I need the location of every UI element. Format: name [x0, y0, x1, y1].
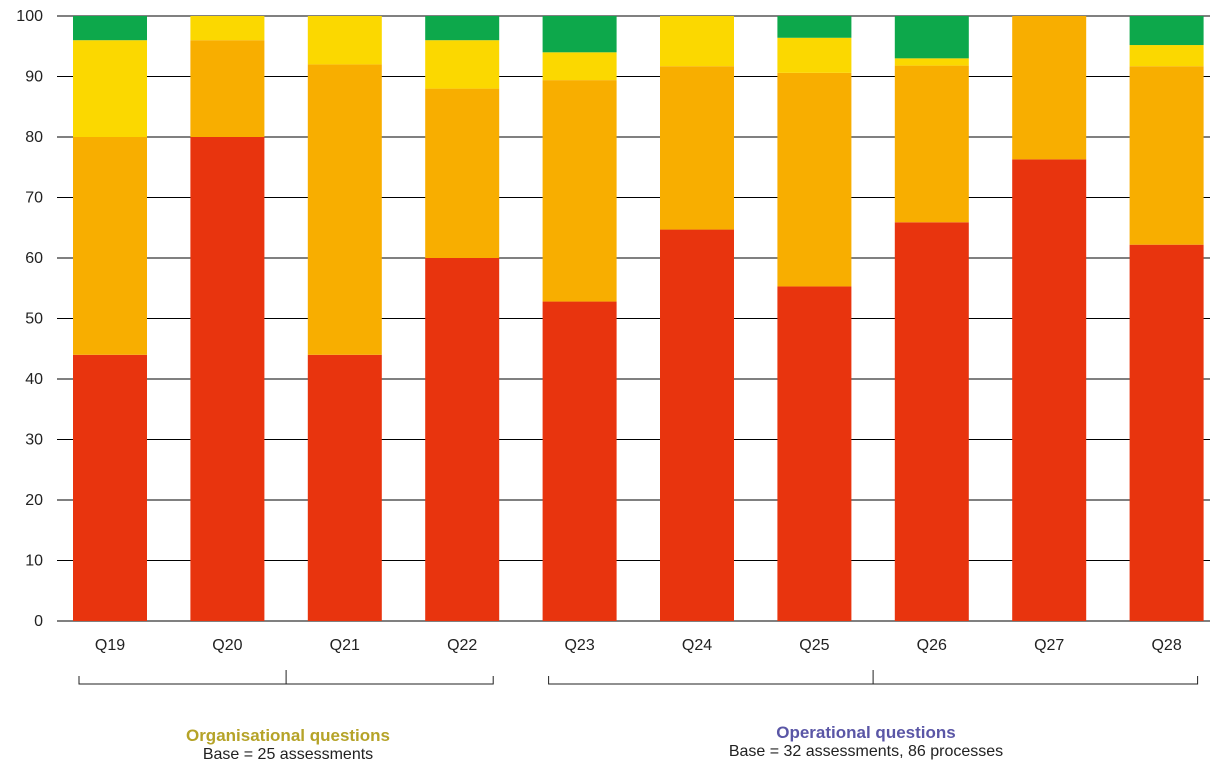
y-tick-label: 80 [25, 129, 43, 146]
bar-segment-q28-s1 [1129, 244, 1204, 621]
bar-segment-q26-s3 [894, 58, 969, 66]
group-brackets [78, 670, 1199, 685]
group-title-organisational: Organisational questions [185, 726, 391, 745]
bar-segment-q23-s1 [542, 301, 617, 621]
x-tick-label: Q28 [1151, 637, 1181, 654]
bar-segment-q28-s3 [1129, 45, 1204, 67]
x-tick-labels: Q19 Q20 Q21 Q22 Q23 Q24 Q25 Q26 Q27 Q28 [95, 637, 1182, 654]
y-tick-label: 60 [25, 250, 43, 267]
y-tick-label: 20 [25, 492, 43, 509]
x-tick-label: Q21 [330, 637, 360, 654]
bar-segment-q24-s1 [660, 229, 734, 621]
bar-segment-q21-s1 [307, 354, 382, 621]
group-subtitle-operational: Base = 32 assessments, 86 processes [728, 743, 1004, 760]
bar-segment-q23-s2 [542, 80, 617, 302]
bar-segment-q26-s2 [894, 65, 969, 223]
y-tick-label: 70 [25, 190, 43, 207]
y-tick-label: 50 [25, 311, 43, 328]
bar-segment-q23-s4 [542, 16, 617, 53]
bar-segment-q19-s4 [73, 16, 147, 41]
bar-segment-q26-s1 [894, 222, 969, 621]
bar-segment-q27-s1 [1012, 159, 1087, 621]
group-bracket [78, 670, 494, 685]
bar-segment-q22-s4 [425, 16, 500, 41]
bar-segment-q21-s3 [307, 16, 382, 65]
y-tick-label: 40 [25, 371, 43, 388]
bar-segment-q22-s2 [425, 88, 500, 258]
bar-segment-q19-s1 [73, 354, 147, 621]
bar-segment-q25-s2 [777, 72, 852, 287]
y-tick-label: 100 [16, 8, 43, 25]
group-bracket [548, 670, 1199, 685]
bar-segment-q20-s2 [190, 40, 265, 138]
x-tick-label: Q19 [95, 637, 125, 654]
x-tick-label: Q24 [682, 637, 712, 654]
y-tick-label: 0 [34, 613, 43, 630]
x-tick-label: Q26 [917, 637, 947, 654]
bar-segment-q28-s4 [1129, 16, 1204, 46]
x-tick-label: Q25 [799, 637, 829, 654]
y-tick-label: 30 [25, 432, 43, 449]
bar-segment-q28-s2 [1129, 66, 1204, 245]
bar-segment-q20-s3 [190, 16, 265, 41]
bar-segment-q24-s3 [660, 16, 734, 67]
bar-segment-q22-s1 [425, 258, 500, 621]
bar-segment-q21-s2 [307, 64, 382, 355]
bar-segment-q22-s3 [425, 40, 500, 89]
bar-segment-q27-s2 [1012, 16, 1087, 160]
bars [73, 16, 1204, 621]
x-tick-label: Q20 [212, 637, 242, 654]
group-title-operational: Operational questions [776, 723, 956, 742]
bar-segment-q25-s3 [777, 37, 852, 73]
bar-segment-q26-s4 [894, 16, 969, 59]
bar-segment-q25-s1 [777, 286, 852, 621]
x-tick-label: Q23 [564, 637, 594, 654]
y-tick-labels: 0 10 20 30 40 50 60 70 80 90 100 [16, 8, 43, 630]
x-tick-label: Q22 [447, 637, 477, 654]
group-subtitle-organisational: Base = 25 assessments [202, 746, 374, 763]
y-tick-label: 10 [25, 553, 43, 570]
bar-segment-q23-s3 [542, 52, 617, 81]
bar-segment-q19-s2 [73, 137, 147, 355]
bar-segment-q19-s3 [73, 40, 147, 138]
y-tick-label: 90 [25, 69, 43, 86]
bar-segment-q20-s1 [190, 137, 265, 621]
x-tick-label: Q27 [1034, 637, 1064, 654]
bar-segment-q24-s2 [660, 66, 734, 230]
bar-segment-q25-s4 [777, 16, 852, 38]
